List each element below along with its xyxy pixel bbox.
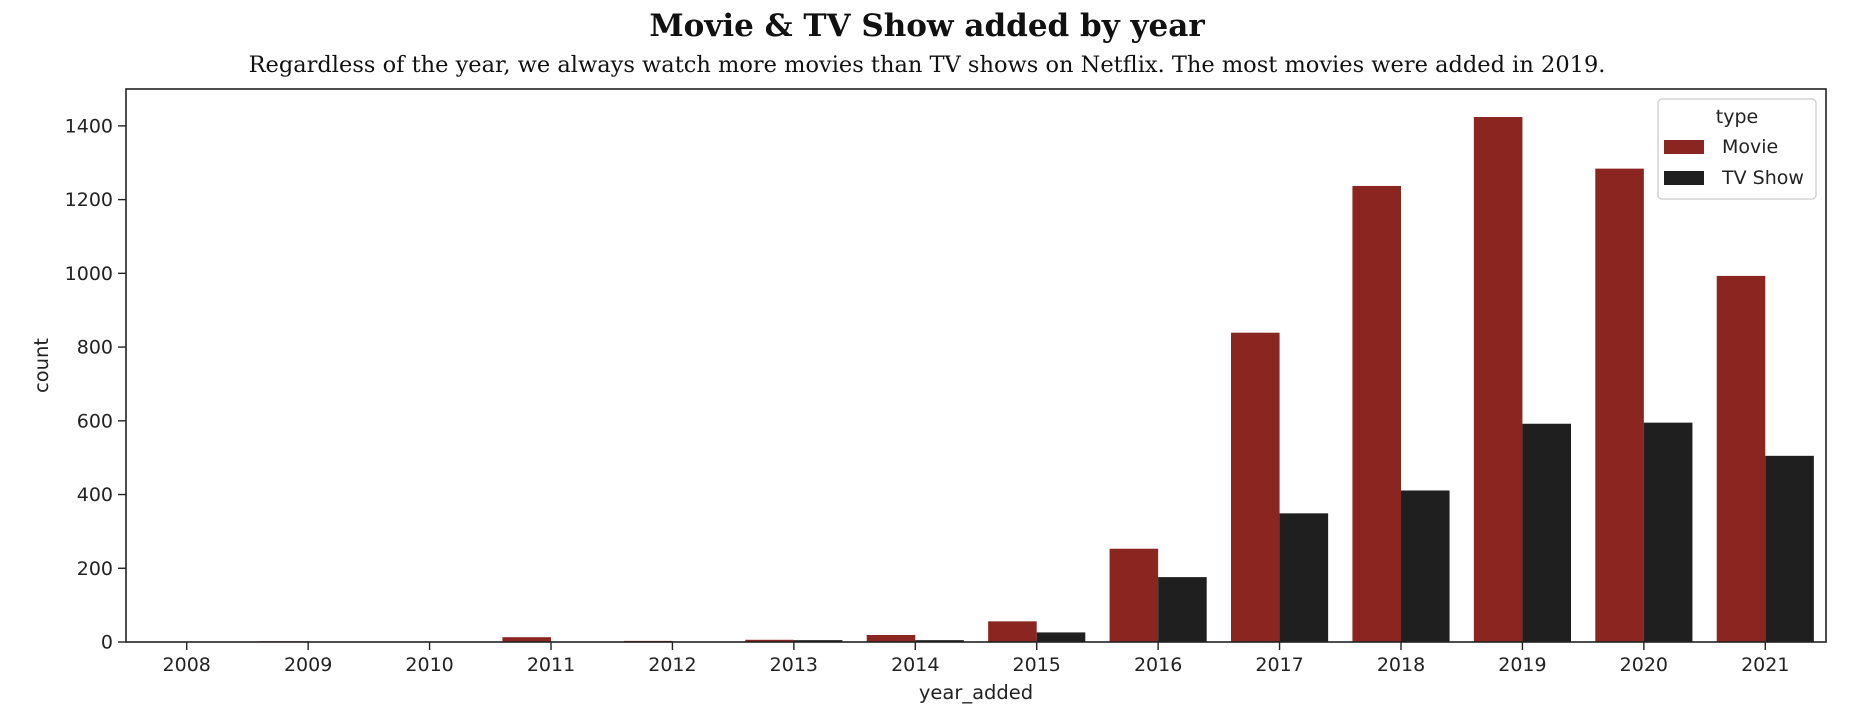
y-tick-label: 1200 <box>65 189 113 211</box>
y-tick-label: 1400 <box>65 115 113 137</box>
chart-title: Movie & TV Show added by year <box>649 8 1205 44</box>
y-tick-label: 800 <box>77 337 113 359</box>
bar-tv-show-2021 <box>1765 455 1814 642</box>
plot-frame <box>125 88 1827 643</box>
bar-movie-2019 <box>1473 117 1523 642</box>
x-tick-label: 2016 <box>1134 654 1182 676</box>
bar-movie-2018 <box>1352 185 1401 642</box>
bar-movie-2020 <box>1595 168 1644 642</box>
bar-movie-2017 <box>1231 332 1280 642</box>
y-axis-ticks: 0 200 400 600 800 1000 1200 1400 <box>65 115 126 654</box>
bar-tv-show-2013 <box>793 640 843 642</box>
y-tick-label: 200 <box>77 558 113 580</box>
x-tick-label: 2019 <box>1498 654 1546 676</box>
bar-tv-show-2018 <box>1401 490 1450 642</box>
bar-tv-show-2014 <box>915 640 964 642</box>
x-tick-label: 2020 <box>1620 654 1668 676</box>
x-tick-label: 2010 <box>405 654 453 676</box>
x-tick-label: 2013 <box>770 654 818 676</box>
x-tick-label: 2014 <box>891 654 939 676</box>
x-tick-label: 2018 <box>1377 654 1425 676</box>
x-axis-ticks: 2008 2009 2010 2011 2012 2013 2014 2015 2016 2017… <box>163 642 1789 676</box>
legend-swatch-tv-show <box>1664 171 1704 185</box>
bars-group <box>138 117 1814 642</box>
x-tick-label: 2009 <box>284 654 332 676</box>
x-tick-label: 2008 <box>163 654 211 676</box>
bar-movie-2016 <box>1109 548 1159 642</box>
legend: type Movie TV Show <box>1657 98 1817 200</box>
y-tick-label: 0 <box>101 632 113 654</box>
bar-tv-show-2016 <box>1158 577 1207 642</box>
bar-movie-2014 <box>866 635 916 642</box>
x-tick-label: 2021 <box>1741 654 1789 676</box>
bar-movie-2013 <box>745 639 794 642</box>
bar-movie-2011 <box>502 637 551 642</box>
y-tick-label: 1000 <box>65 263 113 285</box>
bar-movie-2021 <box>1716 275 1766 642</box>
x-axis-label: year_added <box>919 681 1033 704</box>
bar-tv-show-2020 <box>1643 422 1693 642</box>
bar-movie-2015 <box>988 621 1037 642</box>
x-tick-label: 2011 <box>527 654 575 676</box>
bar-tv-show-2019 <box>1522 423 1571 642</box>
y-axis-label: count <box>30 338 53 393</box>
legend-label-tv-show: TV Show <box>1721 167 1804 189</box>
bar-tv-show-2015 <box>1036 632 1086 642</box>
x-tick-label: 2017 <box>1255 654 1303 676</box>
y-tick-label: 600 <box>77 410 113 432</box>
legend-title: type <box>1716 106 1758 128</box>
y-tick-label: 400 <box>77 484 113 506</box>
chart-subtitle: Regardless of the year, we always watch … <box>248 52 1606 78</box>
x-tick-label: 2015 <box>1013 654 1061 676</box>
x-tick-label: 2012 <box>648 654 696 676</box>
legend-swatch-movie <box>1664 140 1704 154</box>
legend-label-movie: Movie <box>1722 136 1778 158</box>
bar-tv-show-2017 <box>1279 513 1329 642</box>
